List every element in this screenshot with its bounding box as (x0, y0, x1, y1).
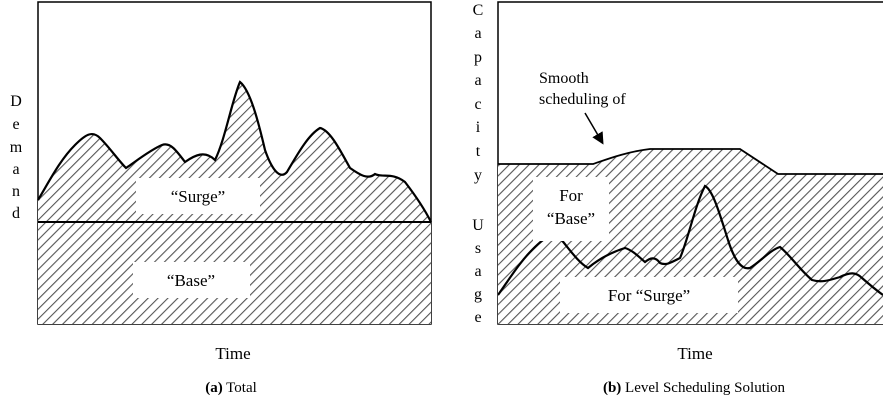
demand-letter: a (12, 161, 19, 178)
capacity-usage-axis-label: C a p a c i t y U s a g e (472, 2, 484, 326)
annotation-line2: scheduling of (539, 91, 626, 108)
usage-letter: e (474, 309, 481, 326)
capacity-letter: y (474, 167, 482, 184)
usage-letter: a (474, 263, 481, 280)
demand-letter: D (10, 93, 22, 110)
demand-curve (37, 80, 432, 223)
capacity-letter: a (474, 72, 481, 89)
annotation-line1: Smooth (539, 70, 589, 87)
for-surge-label-box (560, 277, 738, 313)
capacity-letter: p (474, 49, 482, 66)
demand-letter: d (12, 205, 20, 222)
panel-b-caption-bold: (b) (603, 380, 621, 396)
for-base-label-line1: For (559, 186, 583, 205)
panel-a: “Surge” “Base” D e m a n d Time (a) Tota… (10, 1, 432, 396)
annotation-arrow (584, 112, 604, 145)
base-label-box (133, 262, 250, 298)
demand-letter: e (12, 116, 19, 133)
for-base-label-line2: “Base” (547, 209, 595, 228)
usage-curve (498, 184, 883, 296)
for-base-label-box (533, 177, 609, 241)
usage-letter: U (472, 217, 484, 234)
capacity-letter: c (474, 96, 481, 113)
demand-letter: n (12, 183, 20, 200)
capacity-letter: a (474, 25, 481, 42)
usage-letter: s (475, 240, 481, 257)
panel-a-x-label: Time (215, 344, 250, 363)
demand-axis-label: D e m a n d (10, 93, 23, 222)
panel-a-caption: (a) Total (205, 380, 257, 396)
panel-a-caption-text: Total (223, 380, 257, 396)
capacity-line (498, 148, 883, 175)
demand-letter: m (10, 139, 23, 156)
surge-label: “Surge” (171, 187, 225, 206)
surge-label-box (136, 178, 260, 214)
capacity-letter: t (476, 143, 481, 160)
base-label: “Base” (167, 271, 215, 290)
for-surge-label: For “Surge” (608, 286, 690, 305)
panel-a-caption-bold: (a) (205, 380, 223, 396)
panel-b-caption-text: Level Scheduling Solution (621, 380, 785, 396)
panel-b-caption: (b) Level Scheduling Solution (603, 380, 786, 396)
capacity-letter: C (473, 2, 484, 19)
panel-b: For “Base” For “Surge” Smooth scheduling… (472, 1, 883, 396)
panel-b-x-label: Time (677, 344, 712, 363)
capacity-letter: i (476, 119, 481, 136)
usage-letter: g (474, 286, 482, 303)
